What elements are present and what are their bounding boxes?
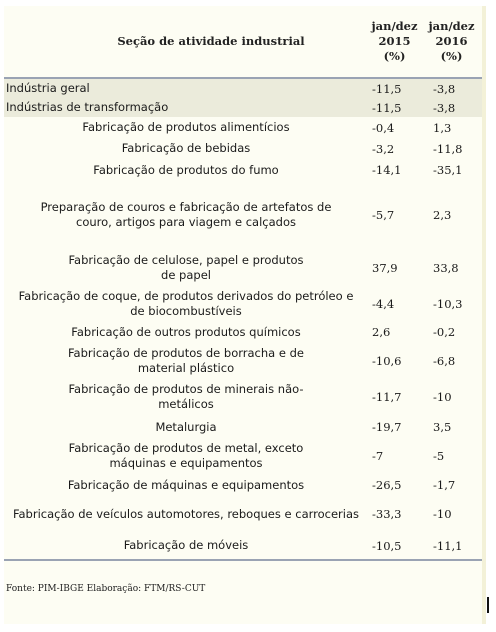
- row-label: Fabricação de produtos de minerais não-m…: [68, 382, 304, 411]
- row-label: Fabricação de outros produtos químicos: [71, 324, 301, 339]
- table-row: Fabricação de produtos do fumo -14,1 -35…: [4, 159, 482, 181]
- row-label: Fabricação de produtos alimentícios: [82, 120, 290, 134]
- row-label: Fabricação de bebidas: [121, 141, 251, 155]
- row-value-2016: -3,8: [421, 78, 482, 98]
- table-row: Fabricação de móveis -10,5 -11,1: [4, 532, 482, 561]
- header-2016-line2: (%): [440, 49, 463, 63]
- industry-table: Seção de atividade industrial jan/dez 20…: [4, 6, 482, 561]
- table-row: Fabricação de produtos de metal, exceto …: [4, 438, 482, 474]
- row-value-2016: -10: [433, 507, 452, 521]
- row-label: Metalurgia: [155, 419, 217, 434]
- row-label: Indústria geral: [4, 78, 368, 98]
- row-value-2016: -3,8: [421, 98, 482, 117]
- row-value-2015: 37,9: [372, 261, 398, 275]
- header-2016: jan/dez 2016 (%): [421, 6, 482, 79]
- row-value-2016: -0,2: [433, 325, 456, 339]
- row-value-2016: 3,5: [433, 420, 452, 434]
- row-label: Indústrias de transformação: [4, 98, 368, 117]
- row-value-2016: 2,3: [433, 208, 452, 222]
- table-row: Fabricação de produtos de borracha e de …: [4, 343, 482, 378]
- row-value-2016: -10: [433, 390, 452, 404]
- header-section: Seção de atividade industrial: [4, 6, 368, 79]
- row-label: Fabricação de produtos de borracha e de …: [68, 345, 304, 375]
- row-value-2015: -33,3: [372, 507, 402, 521]
- row-value-2015: -11,5: [368, 98, 421, 117]
- table-row: Fabricação de outros produtos químicos 2…: [4, 321, 482, 343]
- header-2016-line1: jan/dez 2016: [428, 19, 475, 48]
- row-value-2016: -11,1: [421, 532, 482, 561]
- row-label: Fabricação de produtos de metal, exceto …: [68, 441, 304, 470]
- header-2015-line2: 2015 (%): [378, 34, 411, 63]
- row-value-2016: -11,8: [433, 141, 463, 156]
- row-value-2015: -10,6: [372, 353, 402, 368]
- document-page: Seção de atividade industrial jan/dez 20…: [4, 6, 486, 624]
- row-label: Preparação de couros e fabricação de art…: [40, 200, 332, 229]
- row-label: Fabricação de veículos automotores, rebo…: [12, 506, 360, 521]
- table-row: Indústria geral -11,5 -3,8: [4, 78, 482, 98]
- row-value-2016: -10,3: [433, 297, 463, 311]
- row-label: Fabricação de produtos do fumo: [93, 162, 279, 177]
- table-row: Fabricação de produtos alimentícios -0,4…: [4, 117, 482, 138]
- table-row: Fabricação de máquinas e equipamentos -2…: [4, 474, 482, 496]
- row-value-2015: -26,5: [372, 478, 402, 492]
- row-value-2015: 2,6: [372, 325, 391, 339]
- row-value-2016: -1,7: [433, 478, 456, 492]
- row-value-2016: 1,3: [433, 120, 452, 135]
- row-value-2015: -4,4: [372, 297, 395, 311]
- row-value-2015: -5,7: [372, 208, 395, 222]
- table-row: Preparação de couros e fabricação de art…: [4, 181, 482, 249]
- row-value-2015: -10,5: [368, 532, 421, 561]
- table-row: Fabricação de produtos de minerais não-m…: [4, 378, 482, 416]
- row-value-2015: -14,1: [372, 163, 402, 177]
- row-value-2016: -35,1: [433, 163, 463, 177]
- table-row: Fabricação de celulose, papel e produtos…: [4, 249, 482, 287]
- header-2015: jan/dez 2015 (%): [368, 6, 421, 79]
- row-value-2015: -11,5: [368, 78, 421, 98]
- row-value-2015: -0,4: [372, 120, 395, 135]
- table-row: Indústrias de transformação -11,5 -3,8: [4, 98, 482, 117]
- table-row: Fabricação de veículos automotores, rebo…: [4, 496, 482, 532]
- row-value-2016: -6,8: [433, 353, 456, 368]
- row-label: Fabricação de coque, de produtos derivad…: [18, 289, 354, 318]
- table-row: Metalurgia -19,7 3,5: [4, 416, 482, 438]
- row-value-2015: -11,7: [372, 390, 402, 404]
- row-value-2016: -5: [433, 449, 445, 463]
- row-label: Fabricação de móveis: [4, 532, 368, 561]
- row-value-2015: -19,7: [372, 420, 402, 434]
- row-label: Fabricação de máquinas e equipamentos: [67, 477, 305, 492]
- row-label: Fabricação de celulose, papel e produtos…: [68, 253, 304, 282]
- row-value-2016: 33,8: [433, 261, 459, 275]
- table-row: Fabricação de coque, de produtos derivad…: [4, 287, 482, 321]
- source-note: Fonte: PIM-IBGE Elaboração: FTM/RS-CUT: [6, 584, 206, 594]
- table-header-row: Seção de atividade industrial jan/dez 20…: [4, 6, 482, 79]
- table-row: Fabricação de bebidas -3,2 -11,8: [4, 138, 482, 159]
- row-value-2015: -3,2: [372, 141, 395, 156]
- header-2015-line1: jan/dez: [371, 19, 418, 33]
- text-cursor: [487, 597, 489, 613]
- row-value-2015: -7: [372, 449, 384, 463]
